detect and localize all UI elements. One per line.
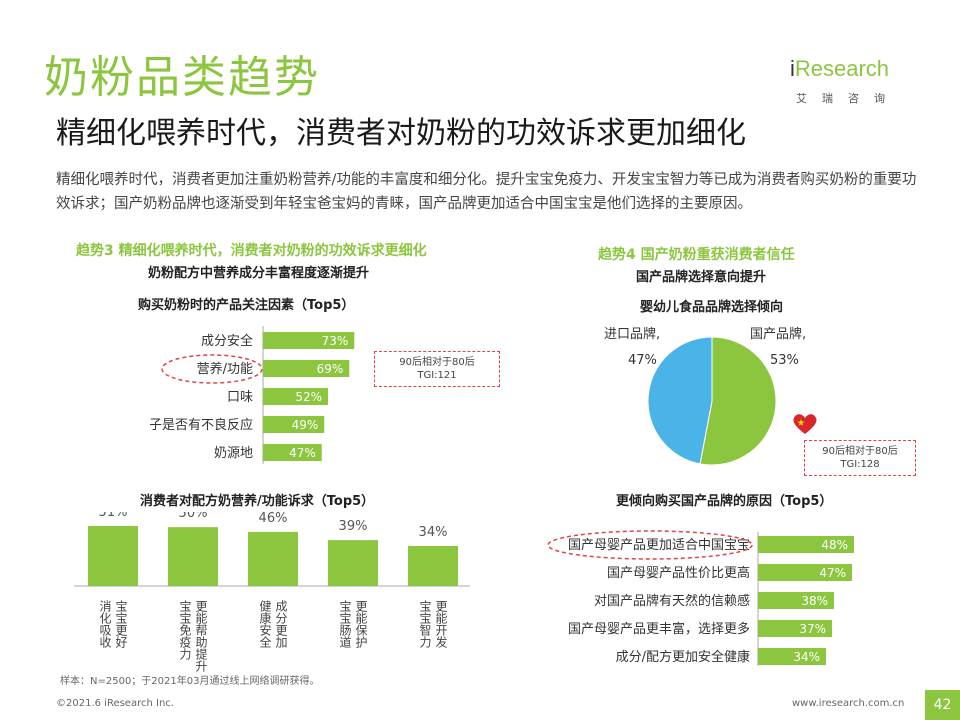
chart2-category-4: 更能开发 bbox=[434, 600, 448, 648]
trend3-subtitle: 奶粉配方中营养成分丰富程度逐渐提升 bbox=[148, 266, 370, 281]
chart4-bar-1 bbox=[758, 564, 852, 581]
chart2-title: 消费者对配方奶营养/功能诉求（Top5） bbox=[140, 494, 375, 509]
chart2-value-4: 34% bbox=[419, 525, 448, 540]
chart4-value-1: 47% bbox=[819, 566, 846, 580]
chart1-value-4: 47% bbox=[289, 446, 316, 460]
chart1-category-0: 成分安全 bbox=[201, 333, 253, 349]
chart2-value-2: 46% bbox=[259, 512, 288, 526]
chart4-value-0: 48% bbox=[821, 538, 848, 552]
chart2-bar-4 bbox=[408, 546, 458, 586]
trend4-note-line2: TGI:128 bbox=[840, 459, 880, 470]
chart2-bar-3 bbox=[328, 540, 378, 586]
pie-value-imported: 47% bbox=[628, 353, 657, 368]
chart4-bar-4 bbox=[758, 648, 826, 665]
chart2-category-0: 宝宝更好 bbox=[114, 600, 128, 649]
page-number: 42 bbox=[925, 690, 960, 720]
trend3-note-line1: 90后相对于80后 bbox=[399, 357, 475, 368]
logo-subtitle: 艾瑞咨询 bbox=[796, 92, 900, 105]
chart1-value-1: 69% bbox=[317, 362, 344, 376]
chart2-bar-0 bbox=[88, 526, 138, 586]
page-title: 奶粉品类趋势 bbox=[44, 52, 320, 103]
chart1-category-3: 孩子是否有不良反应 bbox=[150, 417, 253, 433]
chart1-bars: 成分安全 73% 营养/功能 69% 口味 52% 孩子是否有不良反应 49% 奶源地 47% bbox=[150, 332, 355, 461]
chart2-category-0-line2: 消化吸收 bbox=[98, 600, 112, 649]
chart1-category-1: 营养/功能 bbox=[197, 361, 253, 377]
pie-slice-1 bbox=[647, 336, 713, 465]
chart4-category-3: 国产母婴产品更丰富，选择更多 bbox=[568, 621, 750, 637]
china-heart-icon bbox=[793, 414, 817, 434]
chart4-value-3: 37% bbox=[799, 622, 826, 636]
logo-wordmark: iResearch bbox=[790, 56, 889, 82]
pie-label-imported: 进口品牌, bbox=[604, 326, 660, 342]
trend4-subtitle: 国产品牌选择意向提升 bbox=[636, 270, 767, 285]
logo-prefix: i bbox=[790, 56, 795, 81]
chart1-value-0: 73% bbox=[322, 334, 349, 348]
logo-name: Research bbox=[794, 56, 890, 81]
pie-slice-0 bbox=[699, 336, 777, 466]
iresearch-logo: iResearch 艾瑞咨询 bbox=[790, 52, 920, 112]
trend4-note-line1: 90后相对于80后 bbox=[822, 446, 898, 457]
chart1-svg: 成分安全 73% 营养/功能 69% 口味 52% 孩子是否有不良反应 49% 奶源地 47% bbox=[150, 326, 355, 464]
chart1-title: 购买奶粉时的产品关注因素（Top5） bbox=[138, 298, 355, 313]
chart3-svg: 进口品牌, 47% 国产品牌, 53% bbox=[604, 326, 806, 466]
chart1-value-2: 52% bbox=[295, 390, 322, 404]
chart2-value-1: 50% bbox=[179, 512, 208, 521]
chart1-bar-1 bbox=[263, 360, 350, 377]
page-subtitle: 精细化喂养时代，消费者对奶粉的功效诉求更加细化 bbox=[56, 116, 746, 151]
copyright: ©2021.6 iResearch Inc. bbox=[56, 698, 174, 709]
chart2-bar-1 bbox=[168, 527, 218, 586]
chart4-bar-0 bbox=[758, 536, 854, 553]
trend3-note-line2: TGI:121 bbox=[417, 370, 457, 381]
chart4-svg: 国产母婴产品更加适合中国宝宝 48% 国产母婴产品性价比更高 47% 对国产品牌有天然的… bbox=[547, 530, 854, 666]
pie-value-domestic: 53% bbox=[770, 353, 799, 368]
chart4-bar-3 bbox=[758, 620, 832, 637]
chart1-bar-4 bbox=[263, 444, 322, 461]
chart1-category-4: 奶源地 bbox=[214, 446, 253, 461]
chart2-category-4-line2: 宝宝智力 bbox=[418, 600, 432, 649]
chart1-category-2: 口味 bbox=[227, 390, 253, 405]
chart4-category-1: 国产母婴产品性价比更高 bbox=[607, 565, 750, 581]
site-url[interactable]: www.iresearch.com.cn bbox=[792, 698, 905, 709]
chart2-category-2-line2: 健康安全 bbox=[258, 600, 272, 648]
chart1-bar-3 bbox=[263, 416, 325, 433]
trend4-title: 趋势4 国产奶粉重获消费者信任 bbox=[598, 247, 795, 263]
pie-label-domestic: 国产品牌, bbox=[750, 326, 806, 342]
chart2-category-3: 更能保护 bbox=[354, 600, 368, 648]
chart3-pie bbox=[647, 336, 777, 466]
intro-paragraph: 精细化喂养时代，消费者更加注重奶粉营养/功能的丰富度和细分化。提升宝宝免疫力、开… bbox=[56, 172, 917, 212]
chart2-category-1-line2: 宝宝免疫力 bbox=[178, 600, 192, 661]
chart2-value-3: 39% bbox=[339, 519, 368, 534]
chart3-title: 婴幼儿食品品牌选择倾向 bbox=[640, 300, 784, 315]
chart4-value-2: 38% bbox=[801, 594, 828, 608]
chart4-category-2: 对国产品牌有天然的信赖感 bbox=[594, 593, 750, 609]
chart4-value-4: 34% bbox=[793, 650, 820, 664]
chart2-bar-2 bbox=[248, 531, 298, 586]
chart1-bar-0 bbox=[263, 332, 355, 349]
chart2-category-1: 更能帮助提升 bbox=[194, 600, 208, 672]
chart1-value-3: 49% bbox=[292, 418, 319, 432]
trend3-tgi-note: 90后相对于80后 TGI:121 bbox=[374, 351, 500, 387]
chart2-category-3-line2: 宝宝肠道 bbox=[338, 600, 352, 648]
chart4-title: 更倾向购买国产品牌的原因（Top5） bbox=[616, 494, 833, 509]
chart4-category-0: 国产母婴产品更加适合中国宝宝 bbox=[568, 538, 750, 553]
chart2-value-0: 51% bbox=[99, 512, 128, 520]
chart4-category-4: 成分/配方更加安全健康 bbox=[616, 649, 750, 665]
chart1-bar-2 bbox=[263, 388, 328, 405]
trend4-tgi-note: 90后相对于80后 TGI:128 bbox=[804, 440, 916, 476]
chart1-highlight-circle bbox=[161, 354, 263, 384]
chart4-bars: 国产母婴产品更加适合中国宝宝 48% 国产母婴产品性价比更高 47% 对国产品牌有天然的… bbox=[568, 536, 854, 665]
chart4-bar-2 bbox=[758, 592, 834, 609]
sample-note: 样本：N=2500；于2021年03月通过线上网络调研获得。 bbox=[60, 676, 320, 687]
chart2-category-2: 成分更加 bbox=[274, 600, 288, 649]
chart4-highlight-circle bbox=[547, 530, 753, 560]
trend3-title: 趋势3 精细化喂养时代，消费者对奶粉的功效诉求更细化 bbox=[76, 243, 427, 259]
